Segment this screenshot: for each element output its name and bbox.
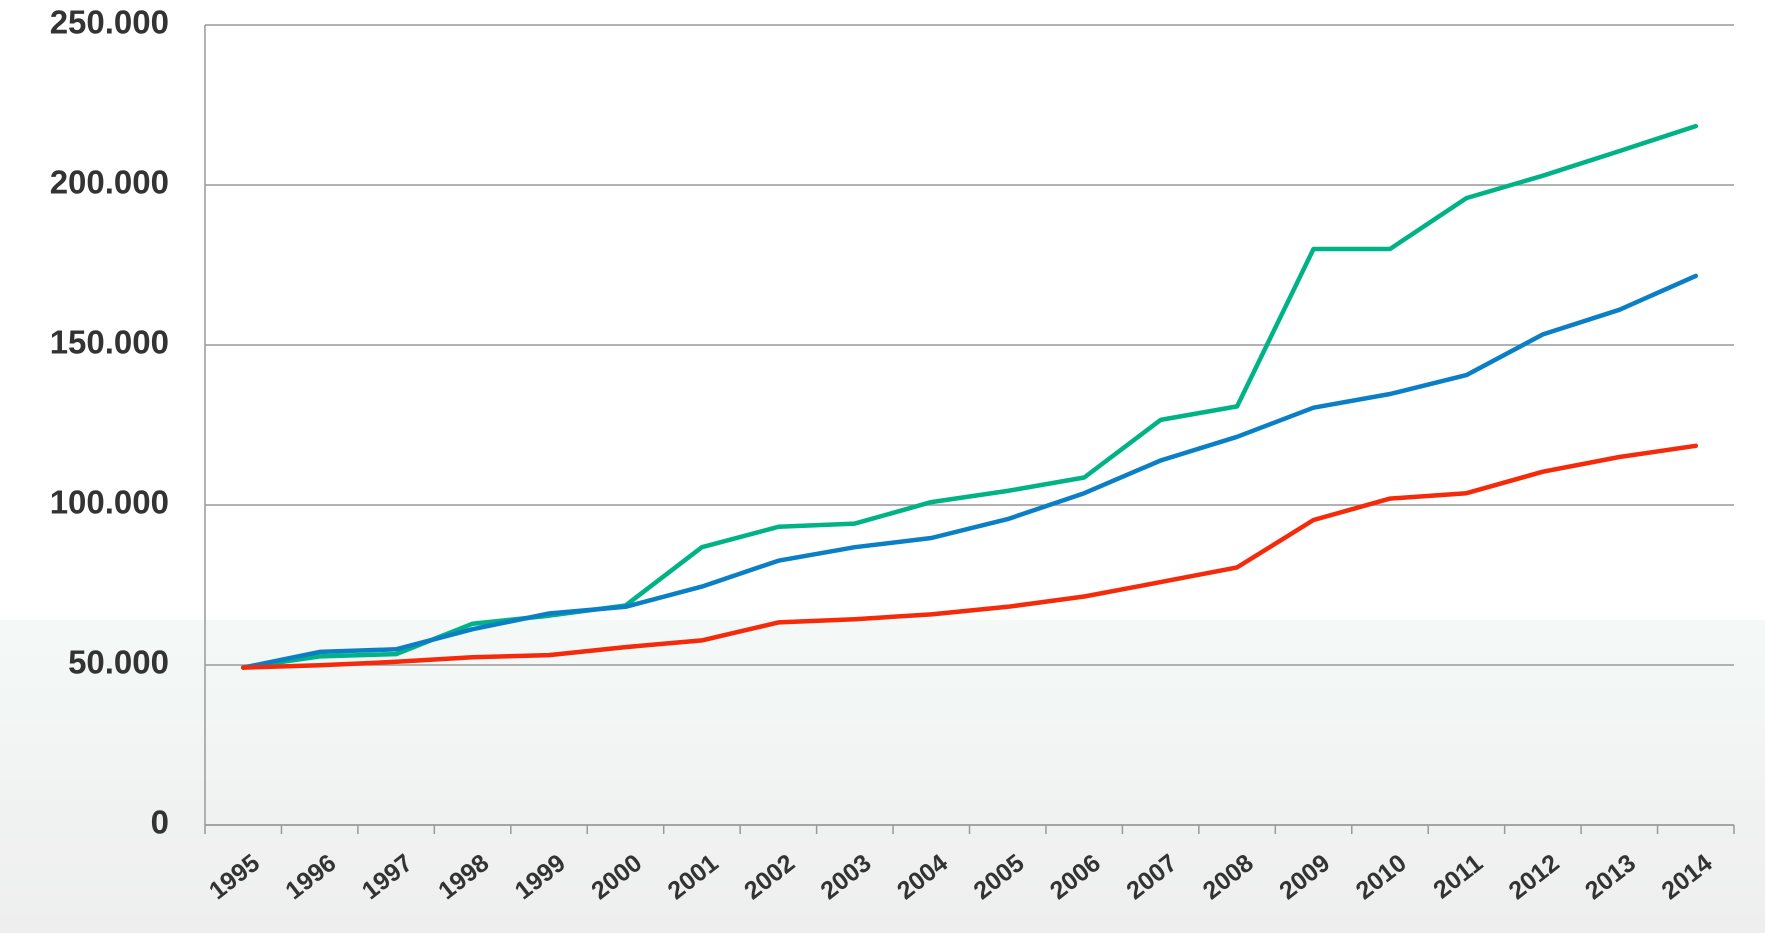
y-tick-label: 50.000 bbox=[68, 644, 169, 681]
y-tick-label: 100.000 bbox=[50, 484, 169, 521]
y-tick-label: 250.000 bbox=[50, 4, 169, 41]
y-tick-label: 200.000 bbox=[50, 164, 169, 201]
background-band bbox=[0, 620, 1765, 933]
series-line bbox=[240, 123, 1699, 670]
series-line bbox=[240, 443, 1699, 670]
y-tick-label: 150.000 bbox=[50, 324, 169, 361]
y-tick-label: 0 bbox=[151, 804, 169, 841]
series-line bbox=[240, 273, 1699, 670]
